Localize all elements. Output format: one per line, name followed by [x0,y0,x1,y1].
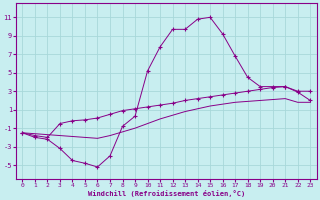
X-axis label: Windchill (Refroidissement éolien,°C): Windchill (Refroidissement éolien,°C) [88,190,245,197]
